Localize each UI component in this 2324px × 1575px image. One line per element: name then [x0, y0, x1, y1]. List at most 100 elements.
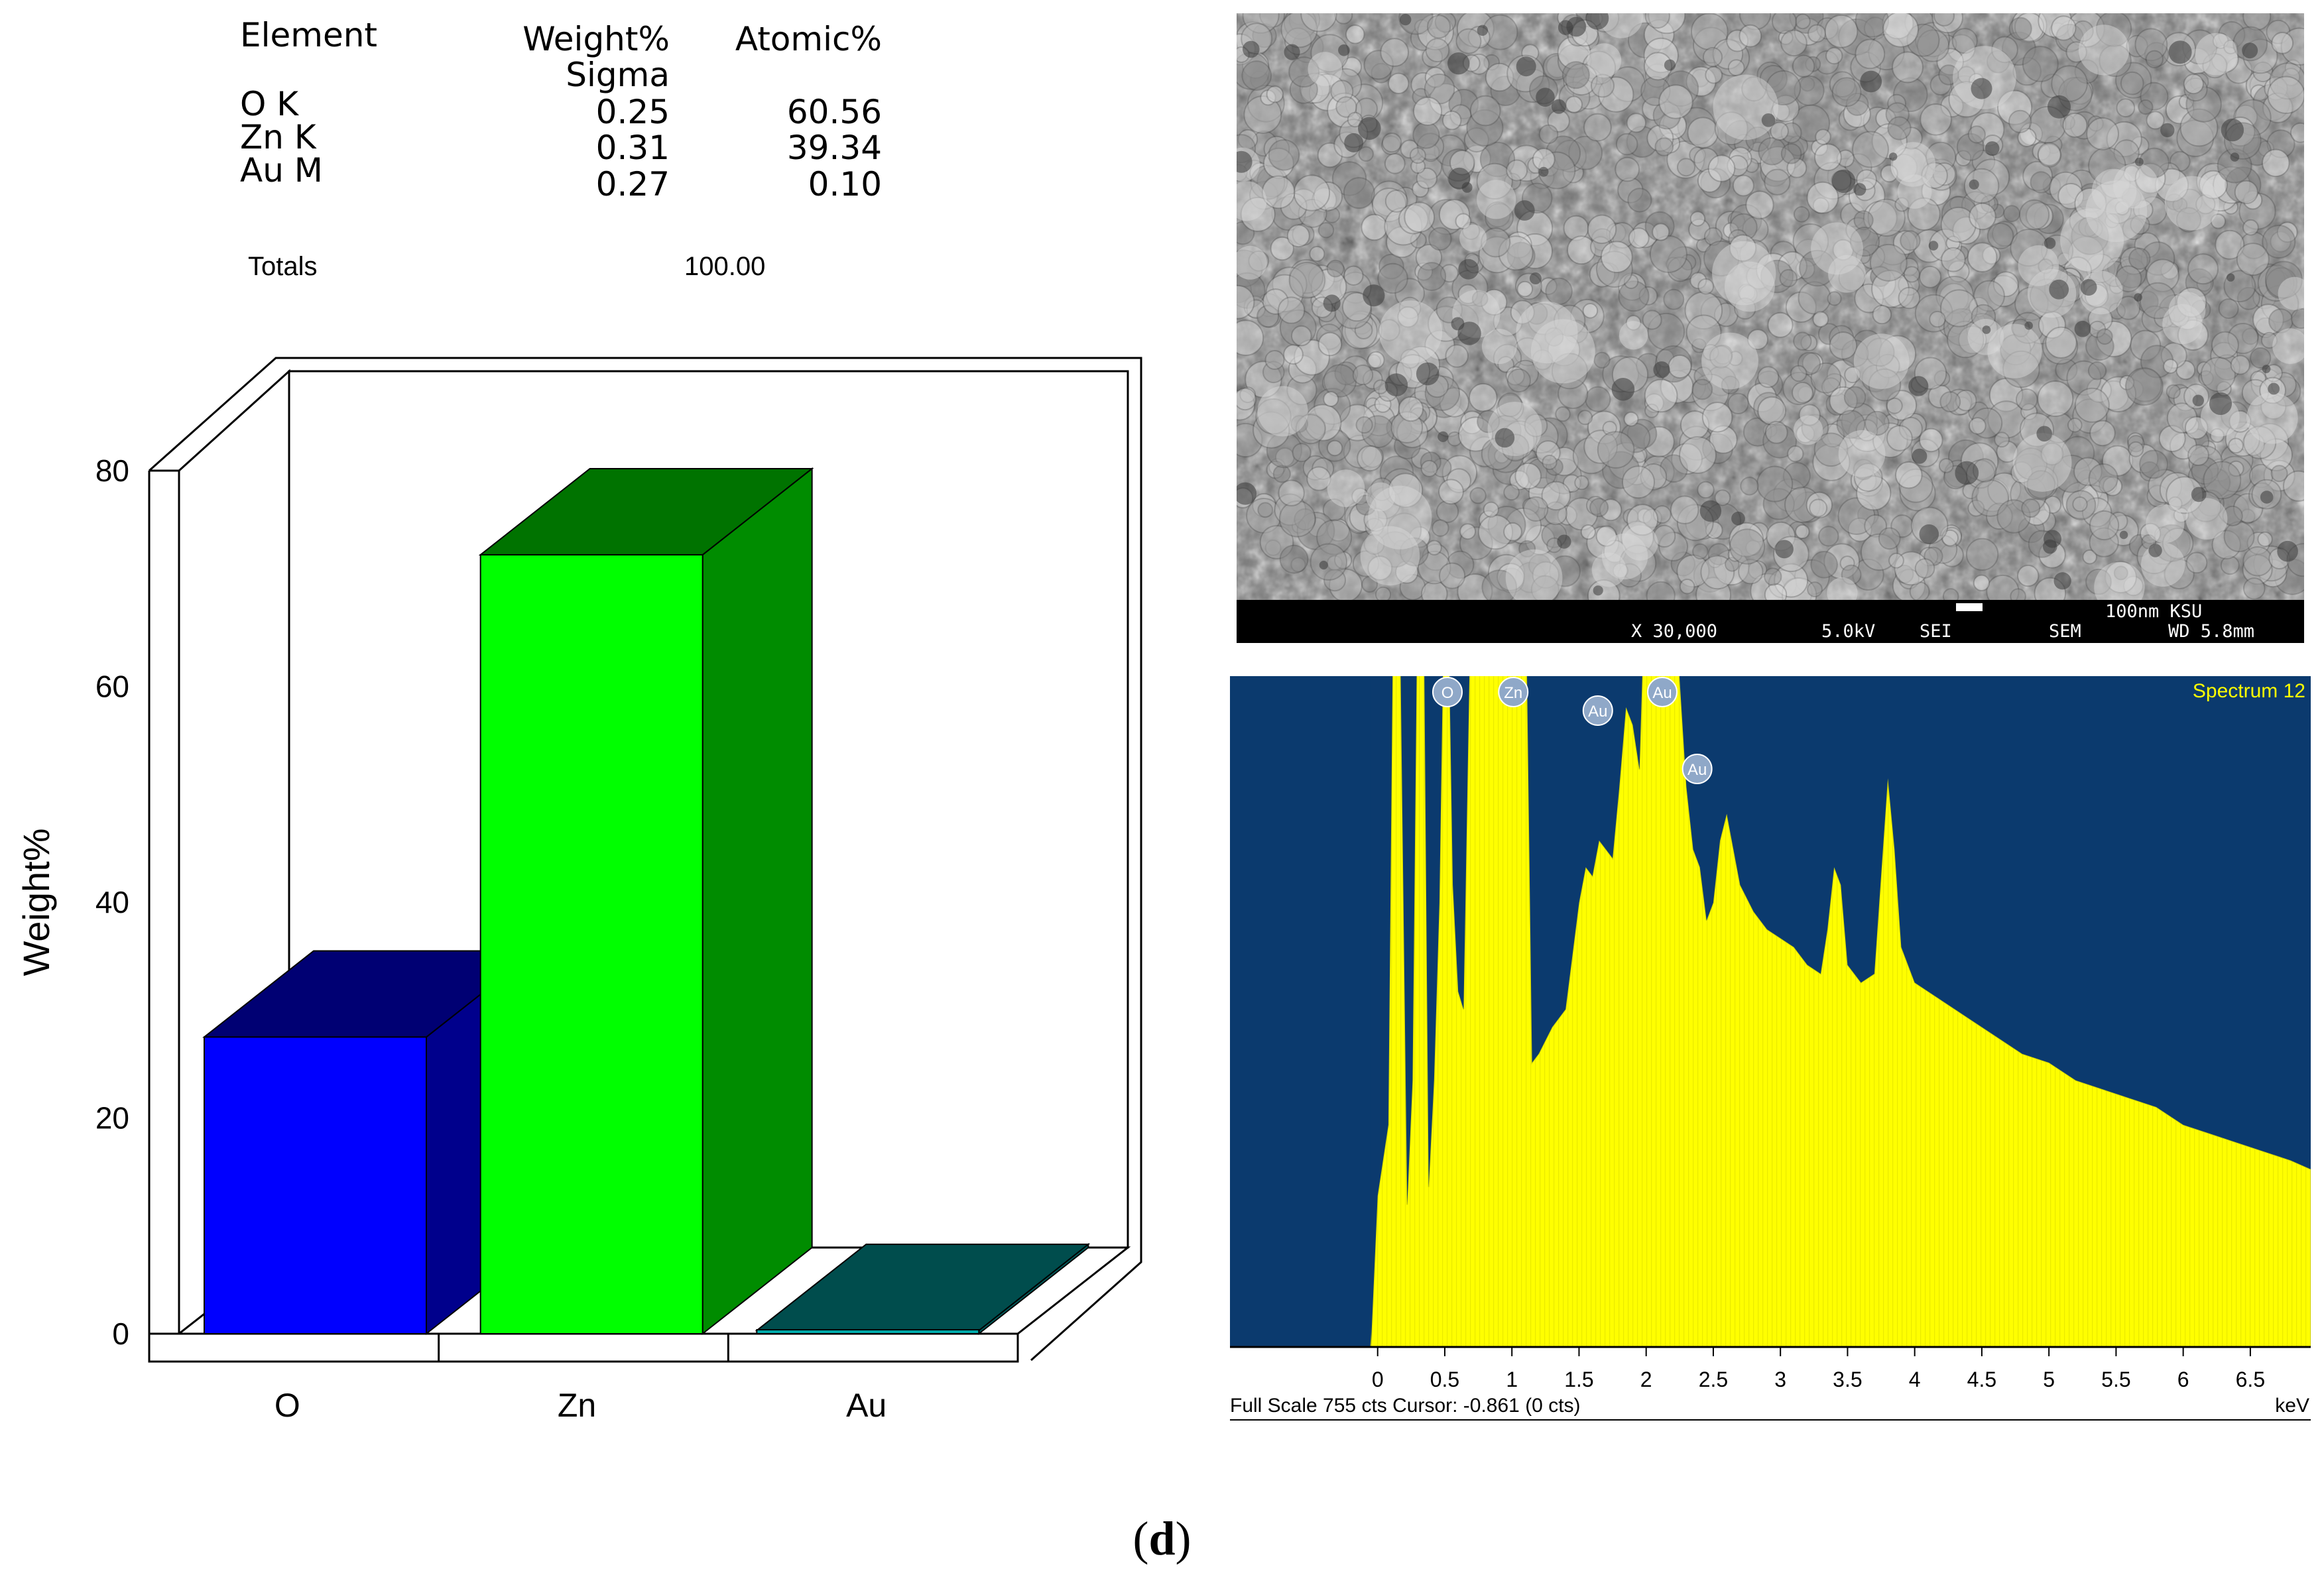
spectrum-title: Spectrum 12 — [2193, 680, 2305, 702]
sem-grain — [1689, 211, 1706, 227]
sem-grain — [2037, 380, 2074, 417]
sem-grain — [1459, 523, 1477, 540]
sem-grain-bright — [1257, 386, 1308, 437]
sem-grain — [1654, 137, 1674, 156]
peak-marker — [1498, 677, 1529, 707]
x-tick-label: Zn — [558, 1387, 596, 1424]
peak-label-text: Au — [1588, 703, 1607, 721]
sem-grain — [1426, 540, 1442, 555]
sem-grain — [2008, 17, 2032, 40]
peak-marker — [1682, 754, 1713, 784]
sem-grain-dark — [1889, 152, 1898, 161]
spectrum-background-mask — [1371, 676, 2311, 1347]
sem-grain — [2128, 441, 2144, 457]
sem-grain-dark — [1384, 373, 1408, 396]
sem-grain-dark — [2080, 279, 2097, 296]
sem-grain — [1739, 24, 1762, 48]
sem-grain-bright — [1953, 46, 2016, 109]
sem-grain — [1293, 174, 1331, 211]
sem-grain — [1770, 121, 1789, 141]
sem-grain — [1825, 46, 1843, 65]
sem-grain-dark — [1319, 560, 1328, 570]
sem-grain — [2087, 361, 2107, 380]
figure-caption: (d) — [1132, 1512, 1192, 1565]
sem-grain — [1412, 121, 1440, 149]
sem-grain-bright — [2012, 433, 2072, 492]
sem-grain — [1615, 156, 1640, 182]
sem-grain — [2271, 32, 2294, 54]
sem-grain-dark — [2135, 157, 2144, 166]
sem-grain-dark — [2230, 152, 2240, 162]
sem-working-distance: WD 5.8mm — [2168, 621, 2254, 642]
sem-grain-dark — [1971, 78, 1992, 99]
sem-grain — [1764, 567, 1782, 586]
sem-grain — [1882, 13, 1919, 48]
sem-grain-dark — [1585, 13, 1609, 30]
peak-marker — [1582, 695, 1613, 726]
sem-grain — [2067, 418, 2083, 433]
sem-grain — [1793, 331, 1812, 351]
sem-grain-dark — [2262, 365, 2271, 373]
sem-grain — [1757, 366, 1780, 388]
sem-grain-dark — [2242, 42, 2258, 59]
sem-grain — [2128, 247, 2151, 270]
sem-image: 100nm KSU X 30,000 5.0kV SEI SEM WD 5.8m… — [1237, 13, 2304, 643]
y-tick-label: 20 — [95, 1101, 129, 1136]
sem-grain-dark — [1243, 40, 1260, 58]
sem-grain — [1291, 325, 1312, 347]
sem-grain-bright — [1712, 241, 1776, 306]
sem-grain — [2187, 444, 2209, 466]
sem-grain-dark — [2191, 487, 2207, 502]
sem-grain — [2116, 296, 2141, 320]
sem-grain — [1384, 190, 1408, 213]
sem-magnification: X 30,000 — [1631, 621, 1717, 642]
sem-grain — [1455, 213, 1472, 230]
table-row-sigma: 0.31 — [595, 129, 670, 167]
sem-grain — [1541, 481, 1571, 511]
sem-grain — [1644, 379, 1678, 413]
x-tick-label: Au — [846, 1387, 887, 1424]
bar-zn — [478, 467, 814, 1336]
sem-grain — [1843, 386, 1866, 409]
peak-label: Au — [1682, 754, 1713, 784]
spectrum-x-tick-label: 4.5 — [1967, 1368, 1996, 1391]
sem-grain — [1792, 54, 1815, 78]
sem-grain-dark — [1955, 461, 1979, 485]
table-row-sigma: 0.25 — [595, 93, 670, 131]
sem-grain — [1587, 214, 1617, 245]
sem-grain — [2242, 546, 2273, 577]
sem-grain — [1679, 436, 1717, 474]
sem-grain — [2139, 449, 2169, 479]
sem-grain — [1309, 246, 1325, 262]
sem-grain — [1455, 28, 1482, 54]
sem-grain — [1807, 24, 1827, 43]
sem-grain — [1701, 402, 1733, 433]
sem-grain — [1416, 167, 1437, 190]
sem-grain-dark — [1982, 325, 1991, 334]
sem-grain-dark — [1919, 524, 1939, 544]
sem-grain-dark — [1969, 179, 1979, 190]
sem-grain — [1436, 500, 1459, 523]
sem-grain — [1279, 544, 1309, 574]
bar-front — [479, 554, 703, 1335]
sem-grain — [1300, 13, 1337, 32]
sem-grain — [1514, 462, 1542, 490]
sem-grain — [2236, 243, 2270, 276]
sem-grain-dark — [1237, 482, 1257, 505]
sem-grain — [1469, 95, 1501, 127]
sem-info-bar — [1237, 600, 2304, 643]
sem-grain — [1278, 500, 1316, 538]
sem-grain — [1727, 59, 1745, 77]
sem-grain — [1919, 428, 1943, 453]
caption-letter: d — [1148, 1512, 1176, 1565]
sem-grain — [2089, 420, 2116, 447]
sem-grain — [1361, 213, 1388, 241]
bar-front — [756, 1329, 980, 1334]
sem-grain — [1757, 396, 1787, 426]
sem-grain — [1887, 116, 1912, 141]
sem-grain-bright — [2060, 208, 2124, 272]
sem-grain-dark — [1908, 376, 1929, 396]
sem-grain-dark — [1985, 141, 2000, 156]
sem-grain — [2008, 109, 2032, 133]
sem-grain — [1542, 454, 1558, 471]
